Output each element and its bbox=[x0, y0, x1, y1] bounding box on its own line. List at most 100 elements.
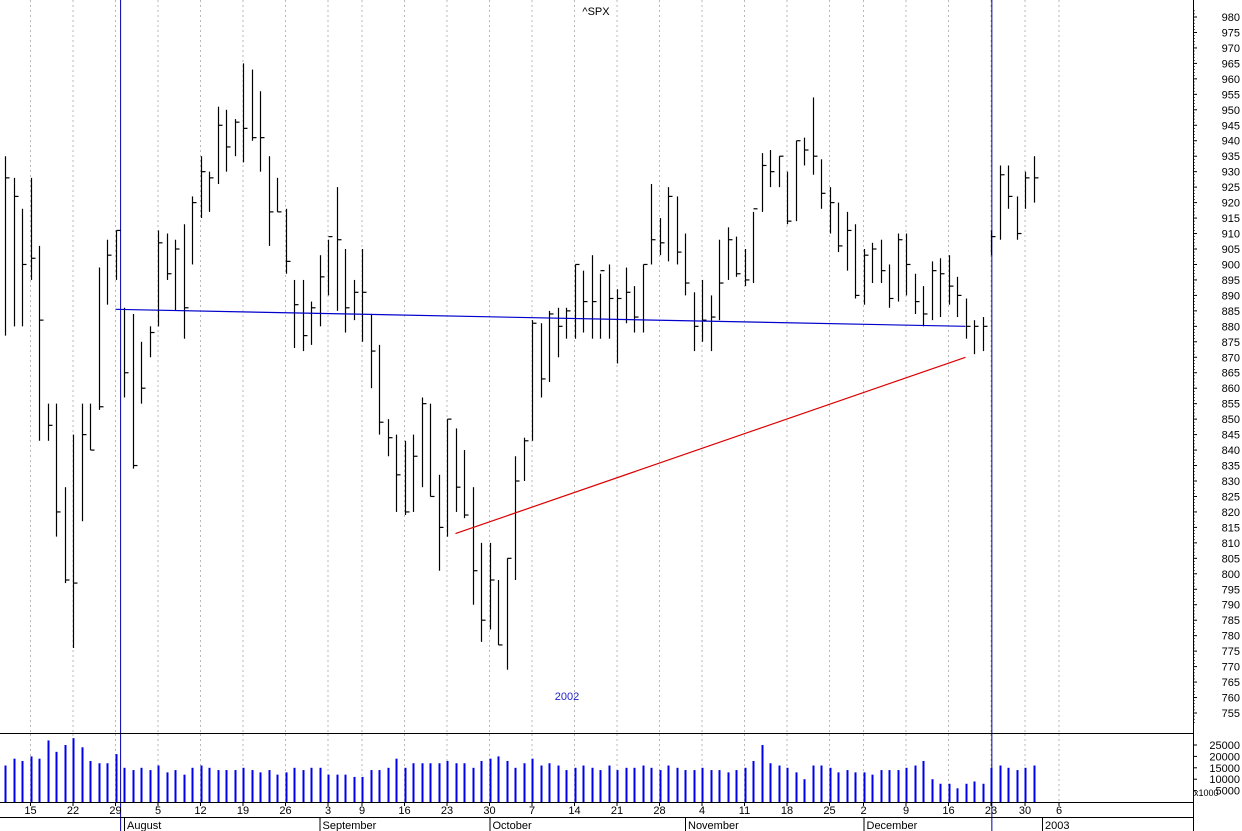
price-bar bbox=[591, 255, 597, 339]
price-bar bbox=[769, 150, 775, 188]
price-bar bbox=[667, 187, 673, 262]
price-bar bbox=[361, 249, 367, 342]
month-label: December bbox=[867, 820, 918, 831]
price-bar bbox=[404, 440, 410, 516]
price-bar bbox=[251, 69, 257, 141]
price-bar bbox=[268, 156, 274, 246]
price-bar bbox=[30, 177, 36, 280]
vertical-markers bbox=[120, 0, 993, 831]
price-tick-label: 850 bbox=[1222, 414, 1240, 426]
price-bar bbox=[616, 289, 622, 364]
price-bar bbox=[922, 286, 928, 327]
time-axis: 15 22 29 5 12 19 26 3 9 16 23 30 7 14 21 28 4 11 18 25 2 9 16 2… bbox=[24, 802, 1069, 831]
price-bar bbox=[132, 313, 138, 469]
price-bar bbox=[412, 434, 418, 512]
price-bar bbox=[370, 313, 376, 389]
price-tick-label: 860 bbox=[1222, 383, 1240, 395]
month-label: September bbox=[323, 820, 377, 831]
day-label: 4 bbox=[699, 805, 705, 817]
price-bar bbox=[761, 153, 767, 212]
price-bar bbox=[982, 317, 988, 352]
price-bar bbox=[574, 263, 580, 339]
month-label: 2003 bbox=[1045, 820, 1069, 831]
price-bar bbox=[523, 437, 529, 481]
volume-tick-label: 5000 bbox=[1216, 786, 1240, 798]
price-bar bbox=[701, 279, 707, 342]
price-bar bbox=[293, 279, 299, 348]
trendlines bbox=[115, 308, 966, 535]
price-bar bbox=[514, 456, 520, 580]
price-tick-label: 785 bbox=[1222, 615, 1240, 627]
grid bbox=[30, 0, 1060, 802]
red-trendline bbox=[455, 356, 966, 535]
day-label: 9 bbox=[359, 805, 365, 817]
price-tick-label: 965 bbox=[1222, 58, 1240, 70]
price-tick-label: 960 bbox=[1222, 74, 1240, 86]
price-bars bbox=[4, 63, 1039, 670]
price-bar bbox=[948, 255, 954, 305]
month-label: October bbox=[493, 820, 532, 831]
price-bar bbox=[557, 307, 563, 358]
price-bar bbox=[897, 233, 903, 302]
price-tick-label: 905 bbox=[1222, 244, 1240, 256]
price-tick-label: 780 bbox=[1222, 631, 1240, 643]
price-bar bbox=[820, 159, 826, 209]
price-bar bbox=[684, 233, 690, 296]
month-label: August bbox=[127, 820, 161, 831]
price-bar bbox=[803, 137, 809, 166]
price-bar bbox=[55, 403, 61, 537]
chart-title: ^SPX bbox=[582, 6, 610, 18]
price-tick-label: 845 bbox=[1222, 430, 1240, 442]
price-bar bbox=[438, 474, 444, 571]
price-bar bbox=[1007, 165, 1013, 209]
day-label: 11 bbox=[739, 805, 750, 817]
price-bar bbox=[4, 156, 10, 336]
price-bar bbox=[149, 326, 155, 358]
day-label: 22 bbox=[67, 805, 79, 817]
price-bar bbox=[1033, 156, 1039, 203]
price-bar bbox=[259, 91, 265, 172]
price-bar bbox=[727, 227, 733, 280]
price-bar bbox=[208, 171, 214, 212]
price-bar bbox=[973, 320, 979, 355]
price-bar bbox=[837, 202, 843, 253]
price-tick-label: 825 bbox=[1222, 491, 1240, 503]
day-label: 9 bbox=[903, 805, 909, 817]
price-tick-label: 895 bbox=[1222, 275, 1240, 287]
price-tick-label: 835 bbox=[1222, 461, 1240, 473]
price-tick-label: 795 bbox=[1222, 584, 1240, 596]
price-tick-label: 940 bbox=[1222, 136, 1240, 148]
price-bar bbox=[829, 187, 835, 234]
day-label: 29 bbox=[109, 805, 121, 817]
price-tick-label: 815 bbox=[1222, 522, 1240, 534]
price-bar bbox=[446, 418, 452, 537]
price-bar bbox=[795, 140, 801, 222]
price-bar bbox=[718, 239, 724, 321]
price-tick-label: 870 bbox=[1222, 352, 1240, 364]
price-bar bbox=[472, 487, 478, 605]
day-label: 19 bbox=[237, 805, 249, 817]
price-bar bbox=[166, 233, 172, 280]
price-bar bbox=[659, 218, 665, 256]
price-bar bbox=[327, 236, 333, 296]
year-annotation: 2002 bbox=[555, 691, 579, 703]
price-tick-label: 790 bbox=[1222, 600, 1240, 612]
price-tick-label: 950 bbox=[1222, 105, 1240, 117]
price-tick-label: 805 bbox=[1222, 553, 1240, 565]
price-bar bbox=[735, 236, 741, 277]
blue-trendline bbox=[115, 308, 966, 327]
price-bar bbox=[676, 196, 682, 265]
price-bar bbox=[565, 307, 571, 339]
price-tick-label: 975 bbox=[1222, 27, 1240, 39]
day-label: 15 bbox=[24, 805, 36, 817]
volume-tick-label: 20000 bbox=[1209, 751, 1240, 763]
month-label: November bbox=[688, 820, 739, 831]
price-tick-label: 955 bbox=[1222, 89, 1240, 101]
price-bar bbox=[608, 264, 614, 339]
price-bar bbox=[888, 264, 894, 308]
price-bar bbox=[98, 267, 104, 410]
day-label: 14 bbox=[568, 805, 580, 817]
price-bar bbox=[880, 239, 886, 284]
